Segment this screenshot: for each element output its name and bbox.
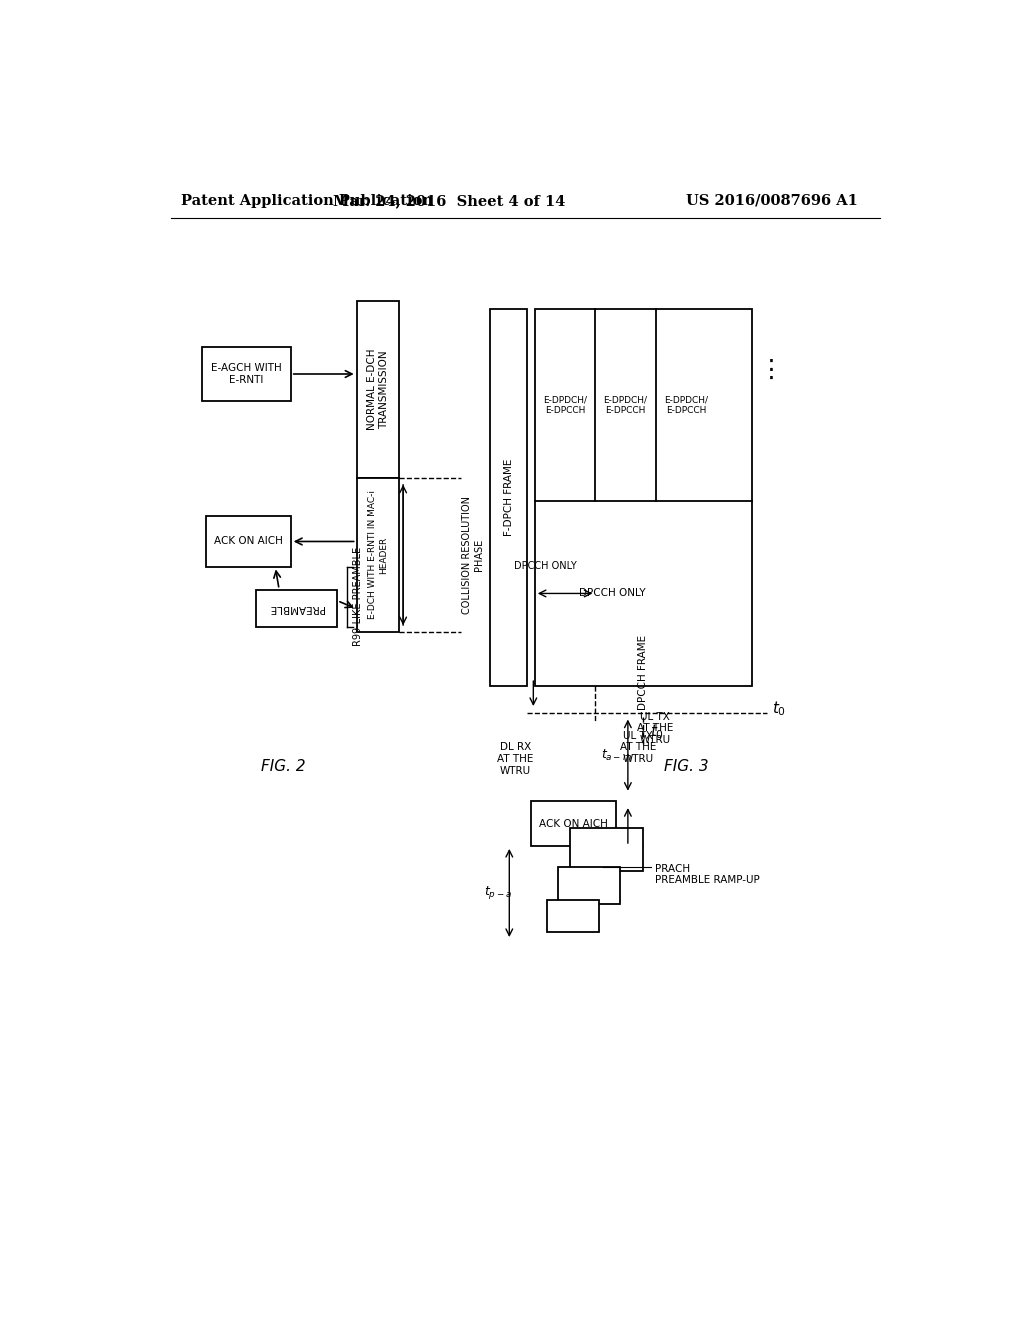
Bar <box>535 309 752 686</box>
Text: DL RX
AT THE
WTRU: DL RX AT THE WTRU <box>498 742 534 776</box>
Text: UL TX
AT THE
WTRU: UL TX AT THE WTRU <box>637 711 673 744</box>
Text: F-DPCH FRAME: F-DPCH FRAME <box>504 458 513 536</box>
Text: FIG. 2: FIG. 2 <box>261 759 305 775</box>
Text: $t_0$: $t_0$ <box>650 723 665 742</box>
Bar <box>202 347 291 401</box>
Text: Mar. 24, 2016  Sheet 4 of 14: Mar. 24, 2016 Sheet 4 of 14 <box>334 194 566 207</box>
Text: PRACH
PREAMBLE RAMP-UP: PRACH PREAMBLE RAMP-UP <box>655 863 760 886</box>
Text: ACK ON AICH: ACK ON AICH <box>540 818 608 829</box>
Text: E-DPDCH/
E-DPCCH: E-DPDCH/ E-DPCCH <box>603 395 647 414</box>
Text: E-DPDCH/
E-DPCCH: E-DPDCH/ E-DPCCH <box>543 395 587 414</box>
Bar <box>547 900 599 932</box>
Text: R99-LIKE PREAMBLE: R99-LIKE PREAMBLE <box>353 546 364 645</box>
Text: ACK ON AICH: ACK ON AICH <box>214 536 283 546</box>
Text: $t_{a-m}$: $t_{a-m}$ <box>601 747 632 763</box>
Text: E-DCH WITH E-RNTI IN MAC-i
HEADER: E-DCH WITH E-RNTI IN MAC-i HEADER <box>369 491 388 619</box>
Text: $t_0$: $t_0$ <box>772 700 786 718</box>
Bar <box>356 478 399 632</box>
Text: FIG. 3: FIG. 3 <box>664 759 709 775</box>
Text: US 2016/0087696 A1: US 2016/0087696 A1 <box>686 194 858 207</box>
Bar <box>206 516 291 566</box>
Text: PREAMBLE: PREAMBLE <box>269 603 325 612</box>
Text: DPCCH FRAME: DPCCH FRAME <box>638 635 648 710</box>
Text: UL TX
AT THE
WTRU: UL TX AT THE WTRU <box>620 731 656 764</box>
Bar <box>558 867 621 904</box>
Bar <box>489 309 527 686</box>
Text: COLLISION RESOLUTION
PHASE: COLLISION RESOLUTION PHASE <box>462 496 483 614</box>
Text: DPCCH ONLY: DPCCH ONLY <box>514 561 578 570</box>
Text: E-DPDCH/
E-DPCCH: E-DPDCH/ E-DPCCH <box>664 395 708 414</box>
Text: ⋮: ⋮ <box>759 358 783 383</box>
Text: E-AGCH WITH
E-RNTI: E-AGCH WITH E-RNTI <box>211 363 282 385</box>
Text: Patent Application Publication: Patent Application Publication <box>180 194 433 207</box>
Text: $t_{p-a}$: $t_{p-a}$ <box>483 884 512 902</box>
Bar <box>531 801 616 846</box>
Text: NORMAL E-DCH
TRANSMISSION: NORMAL E-DCH TRANSMISSION <box>368 348 389 430</box>
Text: DPCCH ONLY: DPCCH ONLY <box>579 589 646 598</box>
Bar <box>356 301 399 478</box>
Bar <box>256 590 337 627</box>
Bar <box>569 829 643 871</box>
